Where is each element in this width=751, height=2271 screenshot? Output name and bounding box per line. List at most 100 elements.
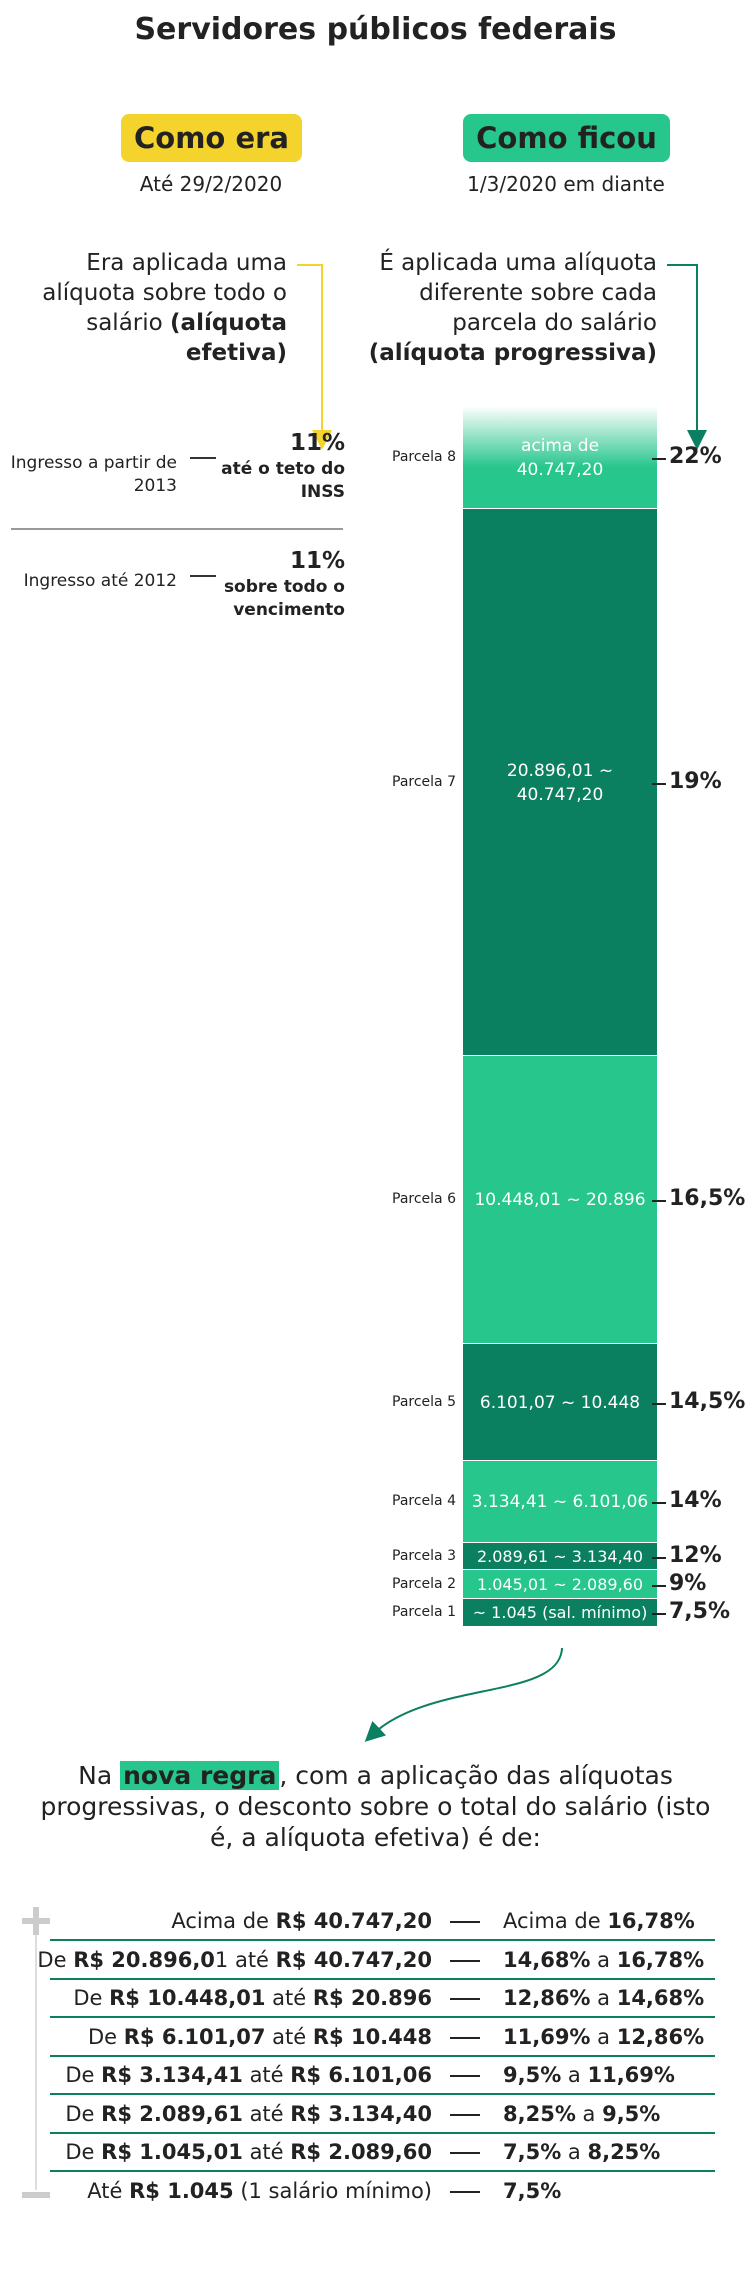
text: R$ 40.747,20 <box>275 1909 432 1933</box>
rate: 11% <box>289 548 345 574</box>
row: De R$ 6.101,07 até R$ 10.448 11,69% a 12,… <box>40 2018 715 2057</box>
text: 16,78% <box>616 1947 705 1972</box>
arrow-text <box>190 575 216 577</box>
to: 14,68% a 16,78% <box>503 1941 704 1979</box>
rate: 16,5% <box>669 1186 746 1211</box>
arrow-line <box>450 1959 480 1962</box>
text: 11,69% <box>587 2063 675 2087</box>
segment <box>463 1543 657 1569</box>
range: 3.134,41 ~ 6.101,06 <box>471 1492 649 1512</box>
scope: sobre todo o vencimento <box>223 577 345 620</box>
arrow-line <box>652 1613 666 1615</box>
rate: 14% <box>669 1488 722 1513</box>
row: De R$ 1.045,01 até R$ 2.089,60 7,5% a 8,2… <box>40 2133 715 2172</box>
group: Ingresso a partir de 2013 <box>10 453 177 496</box>
from: De R$ 6.101,07 até R$ 10.448 <box>88 2018 432 2056</box>
text: De <box>87 2024 124 2049</box>
text: a <box>590 2024 617 2049</box>
parcel-name: Parcela 3 <box>392 1547 456 1564</box>
segment <box>463 1461 657 1542</box>
bar <box>463 406 657 1626</box>
text: Até <box>87 2178 130 2203</box>
text: Acima de <box>171 1909 276 1933</box>
text: a <box>575 2101 603 2126</box>
arrow-line <box>450 2190 480 2193</box>
segment <box>463 1599 657 1626</box>
group: Ingresso até 2012 <box>23 571 177 591</box>
text: Era aplicada uma alíquota sobre todo o s… <box>42 250 287 336</box>
text: De <box>65 2140 102 2164</box>
from: Até R$ 1.045 (1 salário mínimo) <box>87 2172 432 2210</box>
text: (alíquota progressiva) <box>368 340 657 366</box>
arrow-line <box>450 2036 480 2039</box>
parcel-name: Parcela 8 <box>392 448 456 465</box>
text: até <box>242 2140 291 2164</box>
text: 7,5% <box>503 2178 562 2203</box>
label: Como ficou <box>463 114 670 162</box>
arrow-line <box>652 1402 666 1405</box>
text: até <box>242 2101 291 2126</box>
parcel-name: Parcela 7 <box>392 773 456 790</box>
arrow-line <box>450 2075 480 2077</box>
text: até <box>265 1986 313 2010</box>
row: Acima de R$ 40.747,20 Acima de 16,78% <box>40 1902 715 1941</box>
to: 8,25% a 9,5% <box>503 2095 660 2133</box>
text: 16,78% <box>607 1909 695 1933</box>
rate: 9% <box>669 1570 707 1596</box>
plus <box>22 1907 50 1935</box>
text: 14,68% <box>503 1947 591 1972</box>
rate: 14,5% <box>669 1388 746 1414</box>
text: 8,25% <box>503 2101 576 2126</box>
parcel-name: Parcela 6 <box>392 1191 456 1207</box>
label: Como era <box>121 114 302 162</box>
segment <box>463 1344 657 1460</box>
segment <box>463 1570 657 1598</box>
arrow <box>297 264 332 450</box>
intro: É aplicada uma alíquota diferente sobre … <box>345 248 657 368</box>
text: R$ 10.448,01 <box>109 1986 266 2010</box>
from: De R$ 1.045,01 até R$ 2.089,60 <box>65 2133 432 2171</box>
row: De R$ 2.089,61 até R$ 3.134,40 8,25% a 9,… <box>40 2095 715 2134</box>
text: 9,5% <box>602 2101 661 2126</box>
text: R$ 20.896,0 <box>73 1947 215 1972</box>
from: De R$ 10.448,01 até R$ 20.896 <box>73 1979 432 2017</box>
text: De <box>37 1947 74 1972</box>
rate: 11% <box>289 430 345 456</box>
range: 20.896,01 ~ 40.747,20 <box>506 760 614 805</box>
to: 9,5% a 11,69% <box>503 2056 675 2094</box>
text: até <box>265 2024 313 2049</box>
date: 1/3/2020 em diante <box>467 172 665 196</box>
to: 12,86% a 14,68% <box>503 1979 704 2017</box>
arrow-line <box>450 2152 480 2154</box>
rate: 22% <box>669 443 722 469</box>
from: De R$ 3.134,41 até R$ 6.101,06 <box>65 2056 432 2094</box>
date: Até 29/2/2020 <box>139 172 283 196</box>
text: a <box>590 1947 617 1972</box>
parcel-name: Parcela 1 <box>392 1604 456 1620</box>
row: De R$ 3.134,41 até R$ 6.101,06 9,5% a 11,… <box>40 2056 715 2095</box>
text: R$ 1.045 <box>129 2178 234 2203</box>
text: (1 salário mínimo) <box>233 2178 432 2203</box>
arrow-line <box>652 1200 666 1202</box>
to: Acima de 16,78% <box>503 1902 695 1940</box>
divider <box>50 2054 715 2057</box>
text: Na <box>78 1761 121 1790</box>
divider <box>50 2016 715 2018</box>
rate: 12% <box>669 1542 722 1568</box>
text: 14,68% <box>616 1986 705 2010</box>
arrow <box>667 264 707 450</box>
arrow-line <box>450 1921 480 1923</box>
title: Servidores públicos federais <box>134 12 617 47</box>
text: (alíquota efetiva) <box>170 310 287 366</box>
segment <box>463 1056 657 1343</box>
text: De <box>73 1986 110 2010</box>
from: De R$ 20.896,01 até R$ 40.747,20 <box>37 1941 432 1979</box>
divider <box>50 2131 715 2134</box>
divider <box>50 1977 715 1980</box>
arrow-line <box>450 1998 480 2000</box>
text: De <box>65 2101 102 2126</box>
text: a <box>561 2063 588 2087</box>
text: R$ 10.448 <box>312 2024 432 2049</box>
